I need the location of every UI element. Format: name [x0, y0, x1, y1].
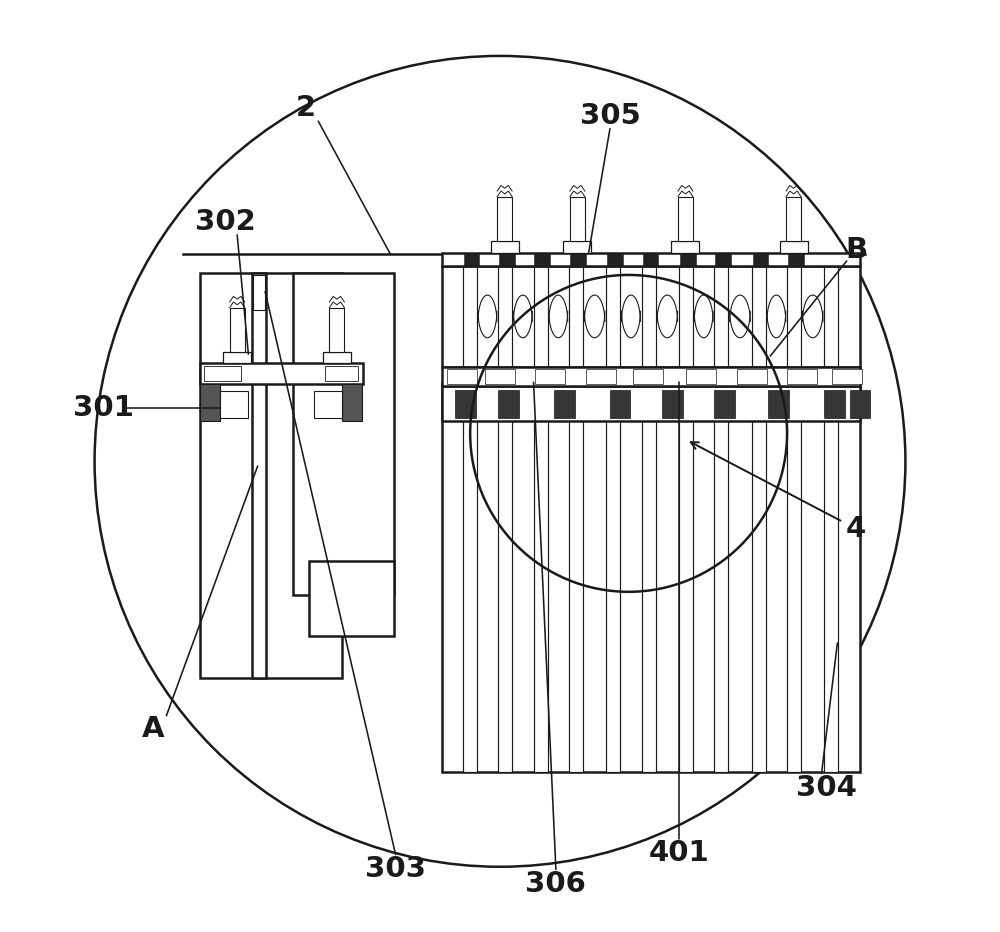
Bar: [662, 390, 683, 418]
Bar: [753, 385, 765, 418]
Text: 305: 305: [580, 102, 640, 130]
Bar: [714, 390, 735, 418]
Bar: [497, 197, 512, 241]
Bar: [498, 382, 512, 772]
Bar: [325, 366, 358, 381]
Bar: [824, 382, 838, 772]
Bar: [200, 363, 363, 384]
Bar: [850, 390, 870, 418]
Bar: [485, 369, 515, 384]
Bar: [464, 385, 476, 418]
Bar: [679, 382, 693, 772]
Bar: [464, 253, 479, 266]
Bar: [680, 385, 692, 418]
Bar: [737, 369, 767, 384]
Bar: [200, 384, 220, 421]
Text: 302: 302: [195, 208, 255, 236]
Bar: [825, 385, 837, 418]
Bar: [535, 369, 565, 384]
Bar: [534, 385, 547, 418]
Bar: [780, 241, 808, 253]
Bar: [633, 369, 663, 384]
Bar: [253, 275, 265, 310]
Bar: [463, 382, 477, 772]
Bar: [223, 352, 251, 363]
Bar: [768, 390, 789, 418]
Bar: [832, 369, 862, 384]
Bar: [788, 253, 804, 266]
Text: 4: 4: [846, 515, 866, 543]
Bar: [680, 253, 696, 266]
Bar: [323, 352, 351, 363]
Bar: [309, 561, 394, 636]
Text: B: B: [845, 236, 867, 264]
Bar: [204, 366, 241, 381]
Bar: [586, 369, 616, 384]
Text: 401: 401: [649, 839, 709, 867]
Bar: [220, 391, 248, 418]
Text: 304: 304: [796, 774, 857, 802]
Bar: [314, 391, 342, 418]
Bar: [293, 273, 394, 595]
Bar: [752, 382, 766, 772]
Bar: [671, 241, 699, 253]
Bar: [200, 273, 342, 678]
Bar: [491, 241, 519, 253]
Bar: [498, 390, 519, 418]
Bar: [447, 369, 477, 384]
Bar: [570, 197, 585, 241]
Text: A: A: [142, 715, 165, 743]
Bar: [455, 390, 476, 418]
Text: 306: 306: [525, 870, 586, 898]
Text: 2: 2: [296, 94, 316, 122]
Bar: [230, 308, 245, 352]
Bar: [534, 253, 550, 266]
Bar: [786, 197, 801, 241]
Bar: [342, 384, 362, 421]
Bar: [499, 253, 515, 266]
Bar: [607, 385, 619, 418]
Bar: [824, 390, 845, 418]
Bar: [442, 367, 860, 386]
Bar: [442, 386, 860, 421]
Bar: [534, 382, 548, 772]
Bar: [787, 369, 817, 384]
Bar: [569, 382, 583, 772]
Bar: [442, 382, 860, 772]
Bar: [610, 390, 630, 418]
Bar: [570, 253, 586, 266]
Bar: [714, 382, 728, 772]
Bar: [563, 241, 591, 253]
Bar: [643, 253, 658, 266]
Bar: [753, 253, 768, 266]
Bar: [678, 197, 693, 241]
Bar: [607, 253, 623, 266]
Bar: [715, 253, 731, 266]
Bar: [252, 273, 266, 678]
Bar: [329, 308, 344, 352]
Text: 301: 301: [73, 394, 134, 422]
Bar: [442, 253, 860, 266]
Text: 303: 303: [365, 855, 426, 883]
Bar: [787, 382, 801, 772]
Bar: [642, 382, 656, 772]
Bar: [606, 382, 620, 772]
Bar: [442, 266, 860, 367]
Bar: [686, 369, 716, 384]
Bar: [554, 390, 575, 418]
